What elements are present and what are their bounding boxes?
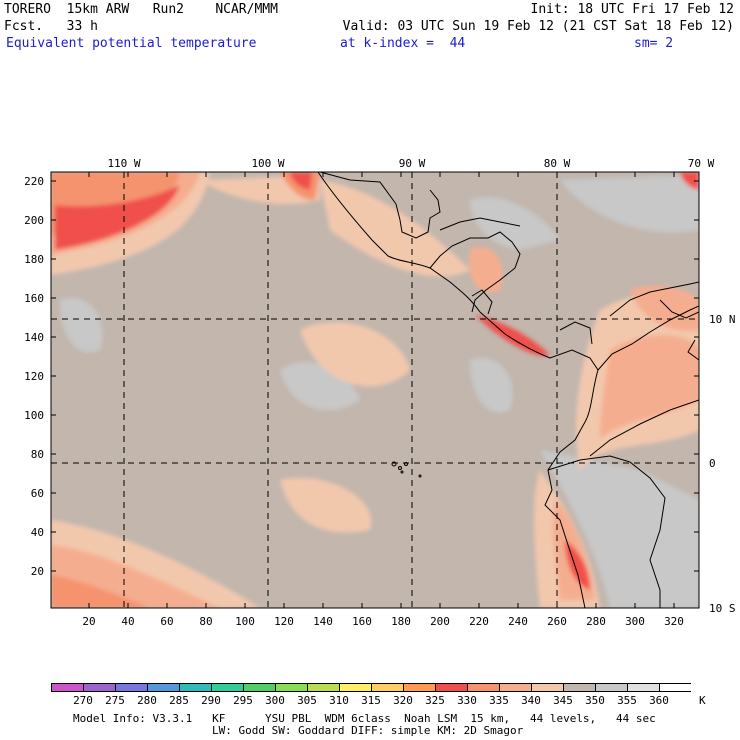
colorbar-level-label: 325 [425,694,445,707]
coastlines [317,172,699,608]
colorbar-level-label: 270 [73,694,93,707]
smoothing-label: sm= 2 [634,36,674,51]
map-plot: 110 W 100 W 90 W 80 W 70 W 10 N 0 10 S 2… [24,157,736,628]
colorbar-swatch [660,684,692,691]
lon-label: 80 W [544,157,571,170]
colorbar-unit: K [699,694,706,707]
y-grid-label: 60 [31,487,44,500]
colorbar-swatch [148,684,180,691]
colorbar-swatch [276,684,308,691]
field-name: Equivalent potential temperature [6,36,257,51]
y-grid-label: 40 [31,526,44,539]
colorbar-level-label: 285 [169,694,189,707]
x-grid-label: 220 [469,615,489,628]
colorbar-level-label: 335 [489,694,509,707]
colorbar-level-label: 345 [553,694,573,707]
x-grid-label: 20 [82,615,95,628]
longitude-labels: 110 W 100 W 90 W 80 W 70 W [107,157,714,170]
colorbar-swatch [372,684,404,691]
y-grid-label: 80 [31,448,44,461]
latitude-labels: 10 N 0 10 S [709,313,736,615]
y-grid-label: 180 [24,253,44,266]
lon-label: 110 W [107,157,140,170]
x-grid-label: 180 [391,615,411,628]
x-grid-label: 260 [547,615,567,628]
lat-label: 0 [709,457,716,470]
x-grid-label: 200 [430,615,450,628]
x-grid-label: 80 [199,615,212,628]
colorbar-swatch [404,684,436,691]
lon-label: 90 W [399,157,426,170]
colorbar-swatch [180,684,212,691]
colorbar-swatch [596,684,628,691]
header-forecast-hour: Fcst. 33 h [4,19,98,34]
x-grid-label: 120 [274,615,294,628]
colorbar-swatch [116,684,148,691]
colorbar-swatch [52,684,84,691]
x-grid-label: 60 [160,615,173,628]
colorbar-swatch [436,684,468,691]
colorbar-level-label: 315 [361,694,381,707]
field-shading [51,172,699,608]
colorbar-swatch [212,684,244,691]
latlon-grid [51,172,699,608]
y-grid-label: 20 [31,565,44,578]
colorbar-level-label: 340 [521,694,541,707]
x-grid-label: 280 [586,615,606,628]
header-model-run: TORERO 15km ARW Run2 NCAR/MMM [4,2,278,17]
colorbar-level-label: 360 [649,694,669,707]
colorbar-swatch [564,684,596,691]
x-grid-label: 40 [121,615,134,628]
colorbar-swatch [340,684,372,691]
y-grid-label: 140 [24,331,44,344]
colorbar-swatch [500,684,532,691]
lon-label: 100 W [251,157,284,170]
colorbar-level-label: 295 [233,694,253,707]
colorbar-level-label: 320 [393,694,413,707]
colorbar-swatch [468,684,500,691]
colorbar-swatch [244,684,276,691]
colorbar-swatch [308,684,340,691]
colorbar-swatch [84,684,116,691]
colorbar-level-label: 275 [105,694,125,707]
y-grid-label: 220 [24,175,44,188]
model-info-line1: Model Info: V3.3.1 KF YSU PBL WDM 6class… [73,712,656,725]
header-valid-time: Valid: 03 UTC Sun 19 Feb 12 (21 CST Sat … [342,19,734,34]
colorbar [51,683,692,692]
x-grid-label: 160 [352,615,372,628]
colorbar-level-label: 330 [457,694,477,707]
x-grid-labels: 20 40 60 80 100 120 140 160 180 200 220 … [82,615,684,628]
axis-ticks [51,172,699,608]
lat-label: 10 S [709,602,736,615]
colorbar-level-label: 290 [201,694,221,707]
map-frame [50,171,700,609]
colorbar-level-label: 310 [329,694,349,707]
colorbar-level-label: 280 [137,694,157,707]
x-grid-label: 100 [235,615,255,628]
x-grid-label: 140 [313,615,333,628]
x-grid-label: 300 [625,615,645,628]
header-init-time: Init: 18 UTC Fri 17 Feb 12 [530,2,735,17]
colorbar-level-label: 300 [265,694,285,707]
x-grid-label: 320 [664,615,684,628]
level-label: at k-index = 44 [340,36,466,51]
model-info-line2: LW: Godd SW: Goddard DIFF: simple KM: 2D… [212,724,524,737]
colorbar-level-label: 305 [297,694,317,707]
colorbar-level-label: 350 [585,694,605,707]
y-grid-labels: 220 200 180 160 140 120 100 80 60 40 20 [24,175,44,578]
colorbar-swatch [532,684,564,691]
lat-label: 10 N [709,313,736,326]
y-grid-label: 160 [24,292,44,305]
y-grid-label: 100 [24,409,44,422]
y-grid-label: 200 [24,214,44,227]
colorbar-level-label: 355 [617,694,637,707]
y-grid-label: 120 [24,370,44,383]
colorbar-swatch [628,684,660,691]
x-grid-label: 240 [508,615,528,628]
lon-label: 70 W [688,157,715,170]
